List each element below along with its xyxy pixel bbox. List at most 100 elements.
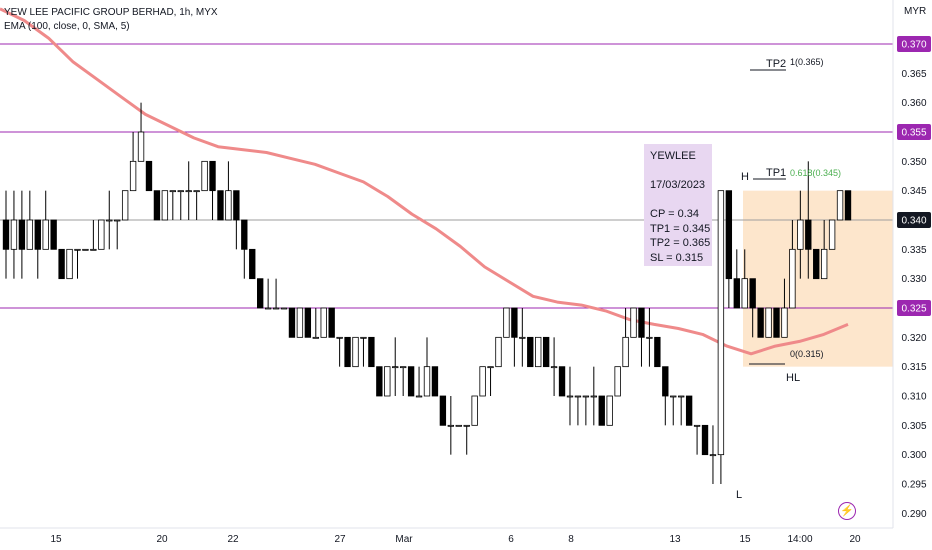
candle	[646, 308, 653, 367]
fib-sl-label: 0(0.315)	[790, 349, 824, 359]
price-tick-label: 0.330	[901, 274, 926, 285]
candle	[503, 307, 510, 338]
candle-body	[709, 454, 717, 457]
candle-body	[360, 336, 367, 339]
info-box	[644, 144, 712, 266]
candle-body	[368, 336, 375, 368]
candle	[264, 278, 272, 310]
candle-body	[217, 190, 224, 221]
candle	[42, 190, 49, 250]
fib-tp2-label: 1(0.365)	[790, 57, 824, 67]
candle	[376, 366, 383, 397]
symbol-title: YEW LEE PACIFIC GROUP BERHAD, 1h, MYX	[4, 7, 218, 18]
candle	[233, 190, 240, 250]
price-tick-label: 0.295	[901, 480, 926, 491]
candle	[789, 220, 796, 309]
time-tick-label: 15	[739, 534, 751, 545]
candle-body	[685, 395, 693, 426]
candle-body	[415, 395, 423, 398]
candle-body	[836, 190, 844, 221]
info-box-line: SL = 0.315	[650, 252, 703, 264]
candle	[201, 160, 208, 192]
candle-body	[42, 219, 49, 250]
candle	[439, 395, 447, 426]
info-box-line: TP1 = 0.345	[650, 223, 710, 235]
candle-body	[805, 219, 812, 250]
candle	[82, 248, 89, 251]
candle	[733, 249, 740, 309]
candle-body	[813, 248, 820, 280]
candle	[368, 336, 375, 368]
candle	[344, 336, 351, 368]
candle	[58, 248, 65, 280]
candle-body	[455, 424, 462, 427]
price-tag	[897, 36, 931, 52]
candle-body	[153, 190, 161, 221]
price-tick-label: 0.370	[901, 40, 926, 51]
candle-body	[82, 248, 89, 251]
candle	[805, 161, 812, 279]
candle	[487, 366, 494, 396]
candle-body	[384, 366, 391, 397]
candle-body	[511, 307, 518, 338]
candle	[66, 248, 73, 280]
price-tag	[897, 300, 931, 316]
candle	[272, 278, 280, 310]
candle-body	[288, 307, 296, 338]
candle	[407, 366, 415, 397]
candle-body	[662, 366, 669, 397]
candle-body	[193, 190, 200, 193]
candle-body	[646, 336, 653, 339]
candle	[606, 395, 613, 426]
candle-body	[66, 248, 73, 280]
price-tick-label: 0.290	[901, 509, 926, 520]
candle-body	[352, 336, 359, 368]
candle-body	[590, 395, 597, 398]
low-label: L	[736, 489, 742, 501]
candle-body	[638, 307, 645, 338]
candle-body	[439, 395, 447, 426]
candle-body	[272, 307, 280, 310]
candle	[352, 336, 359, 368]
candle-body	[558, 366, 566, 397]
candle-body	[74, 248, 81, 251]
candle-body	[137, 131, 145, 162]
candle-body	[296, 307, 304, 338]
candle	[431, 366, 439, 397]
candle	[225, 161, 232, 221]
candle	[26, 190, 34, 250]
candle-body	[2, 219, 10, 250]
time-tick-label: 22	[227, 534, 239, 545]
candle	[241, 219, 248, 279]
candle	[399, 366, 407, 396]
candle	[678, 395, 685, 426]
candle	[288, 307, 296, 338]
candle-body	[257, 278, 264, 309]
candle-body	[376, 366, 383, 397]
candle	[193, 190, 200, 220]
candle	[106, 190, 113, 250]
candle-body	[844, 190, 852, 221]
chart-legend: YEW LEE PACIFIC GROUP BERHAD, 1h, MYX EM…	[4, 6, 218, 34]
candle	[336, 336, 343, 367]
candle	[129, 132, 137, 192]
candle-body	[169, 190, 176, 193]
fib-tp1-label: 0.618(0.345)	[790, 168, 841, 178]
lightning-icon[interactable]: ⚡	[838, 502, 856, 520]
candle-body	[693, 424, 701, 427]
candle	[535, 336, 542, 368]
candle-body	[479, 366, 486, 397]
candle-body	[10, 219, 18, 250]
candle-body	[678, 395, 685, 398]
candle	[384, 366, 391, 397]
candle	[519, 308, 526, 367]
candle-body	[399, 366, 407, 369]
candle-body	[542, 336, 550, 368]
candle-body	[757, 307, 764, 338]
info-box-line: CP = 0.34	[650, 208, 699, 220]
candle-body	[749, 278, 756, 309]
candle	[137, 102, 145, 162]
candle-body	[344, 336, 351, 368]
price-tick-label: 0.345	[901, 186, 926, 197]
